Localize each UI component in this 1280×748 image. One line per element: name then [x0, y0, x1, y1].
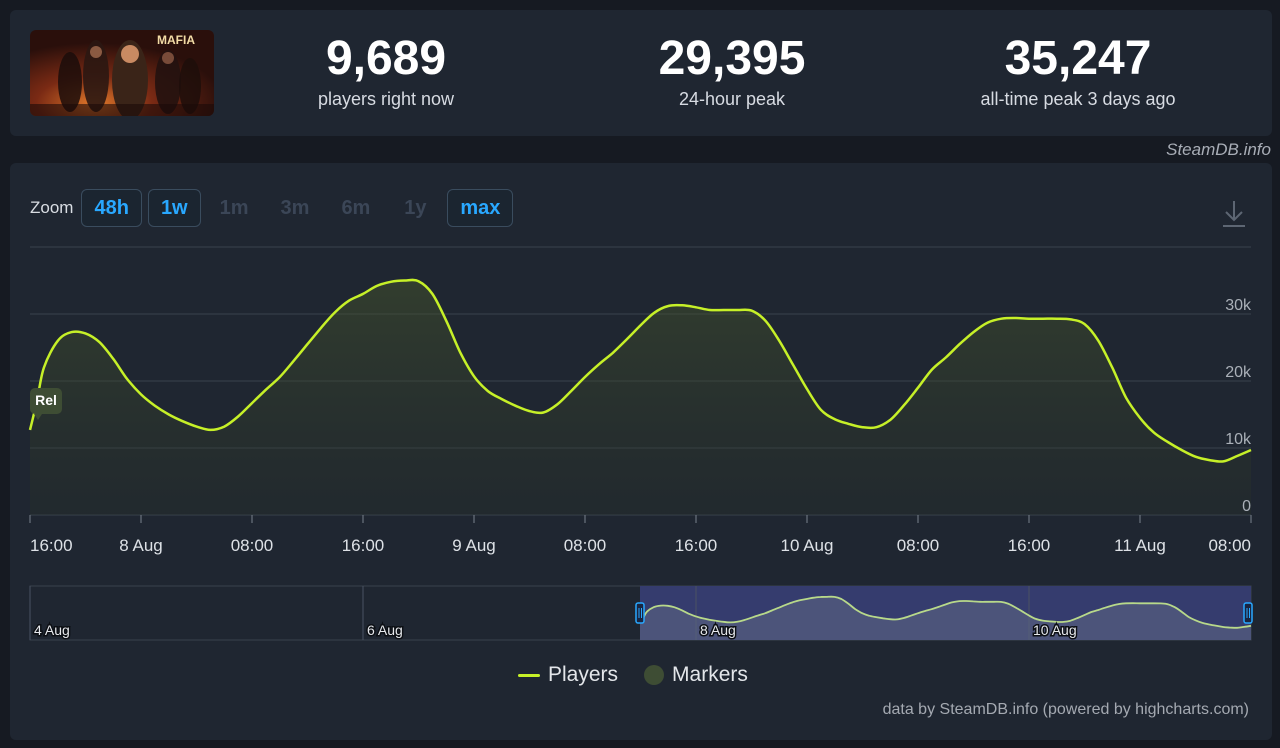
game-art-logo: MAFIA — [157, 33, 195, 47]
zoom-button-1m[interactable]: 1m — [219, 196, 249, 219]
download-icon[interactable] — [1222, 199, 1246, 229]
stat-current-players: 9,689 players right now — [221, 32, 551, 110]
stat-all-time-peak: 35,247 all-time peak 3 days ago — [913, 32, 1243, 110]
chart-legend: Players Markers — [518, 663, 774, 687]
current-players-label: players right now — [317, 89, 455, 109]
stat-24h-peak: 29,395 24-hour peak — [567, 32, 897, 110]
all-time-peak-label: all-time peak 3 days ago — [980, 89, 1176, 109]
highcharts-credit[interactable]: data by SteamDB.info (powered by highcha… — [882, 701, 1249, 718]
legend-dot-swatch — [644, 665, 665, 685]
peak-24h-label: 24-hour peak — [678, 89, 786, 109]
legend-item-players[interactable]: Players — [518, 663, 618, 687]
legend-players-label: Players — [548, 663, 619, 686]
zoom-button-1w[interactable]: 1w — [147, 189, 201, 227]
steamdb-credit-top[interactable]: SteamDB.info — [1166, 140, 1271, 159]
stats-panel: MAFIA 9,689 players right now 29,395 24-… — [10, 10, 1272, 136]
legend-item-markers[interactable]: Markers — [644, 663, 748, 687]
all-time-peak-value: 35,247 — [1004, 32, 1152, 85]
zoom-bar: Zoom 48h 1w 1m 3m 6m 1y max — [30, 189, 519, 227]
zoom-button-1y[interactable]: 1y — [404, 196, 427, 219]
game-cover-image[interactable]: MAFIA — [30, 30, 214, 116]
zoom-button-6m[interactable]: 6m — [341, 196, 371, 219]
peak-24h-value: 29,395 — [658, 32, 806, 85]
zoom-button-48h[interactable]: 48h — [81, 189, 142, 227]
legend-markers-label: Markers — [672, 663, 748, 686]
current-players-value: 9,689 — [325, 32, 447, 85]
chart-panel: Zoom 48h 1w 1m 3m 6m 1y max Players Mark… — [10, 163, 1272, 740]
zoom-button-max[interactable]: max — [447, 189, 514, 227]
zoom-button-3m[interactable]: 3m — [280, 196, 310, 219]
zoom-label: Zoom — [30, 198, 74, 217]
legend-line-swatch — [518, 673, 540, 677]
game-cover-art: MAFIA — [30, 30, 214, 116]
